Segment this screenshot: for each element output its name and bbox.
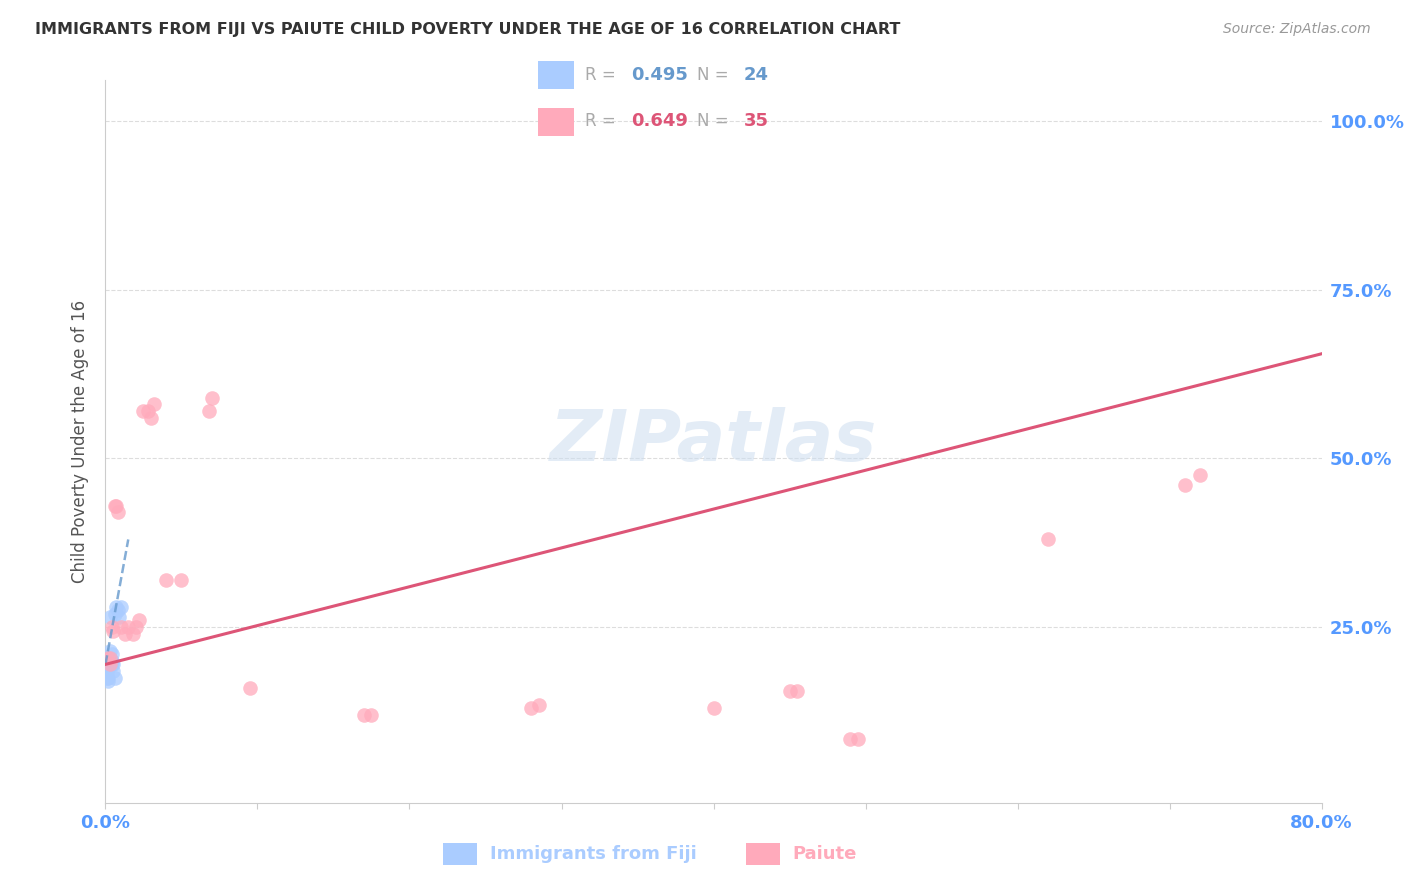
Point: [128, 614, 150, 628]
Point: [98, 657, 121, 672]
Text: N =: N =: [697, 112, 734, 130]
Point: [96, 664, 118, 678]
Point: [198, 404, 221, 418]
Bar: [538, 61, 574, 89]
Point: [114, 627, 136, 641]
Point: [1188, 468, 1211, 483]
Point: [143, 397, 166, 411]
Point: [100, 620, 122, 634]
Point: [103, 671, 125, 685]
Point: [98, 644, 121, 658]
Text: 35: 35: [744, 112, 769, 130]
Point: [98, 657, 121, 672]
Point: [1036, 533, 1059, 547]
Point: [121, 627, 143, 641]
Bar: [747, 843, 780, 865]
Point: [105, 599, 128, 614]
Point: [100, 657, 122, 672]
Point: [125, 620, 148, 634]
Point: [132, 404, 155, 418]
Text: ZIPatlas: ZIPatlas: [550, 407, 877, 476]
Point: [97, 661, 120, 675]
Point: [101, 664, 124, 678]
Point: [201, 391, 224, 405]
Point: [110, 599, 132, 614]
Point: [100, 647, 122, 661]
Point: [108, 610, 131, 624]
Text: Immigrants from Fiji: Immigrants from Fiji: [489, 845, 696, 863]
Point: [239, 681, 262, 695]
Point: [527, 698, 550, 712]
Point: [103, 499, 125, 513]
Text: N =: N =: [697, 66, 734, 84]
Bar: [443, 843, 477, 865]
Point: [117, 620, 139, 634]
Point: [779, 684, 801, 698]
Point: [96, 657, 118, 672]
Point: [105, 499, 128, 513]
Point: [98, 650, 121, 665]
Point: [1174, 478, 1197, 492]
Point: [107, 505, 129, 519]
Text: Source: ZipAtlas.com: Source: ZipAtlas.com: [1223, 22, 1371, 37]
Point: [97, 671, 120, 685]
Point: [97, 674, 120, 689]
Point: [520, 701, 543, 715]
Point: [98, 650, 121, 665]
Point: [702, 701, 725, 715]
Point: [101, 624, 124, 638]
Point: [100, 654, 122, 668]
Point: [97, 650, 120, 665]
Point: [839, 731, 862, 746]
Point: [170, 573, 193, 587]
Point: [360, 708, 382, 723]
Text: 0.495: 0.495: [631, 66, 689, 84]
Text: Paiute: Paiute: [793, 845, 858, 863]
Point: [846, 731, 869, 746]
Text: IMMIGRANTS FROM FIJI VS PAIUTE CHILD POVERTY UNDER THE AGE OF 16 CORRELATION CHA: IMMIGRANTS FROM FIJI VS PAIUTE CHILD POV…: [35, 22, 900, 37]
Text: R =: R =: [585, 112, 621, 130]
Y-axis label: Child Poverty Under the Age of 16: Child Poverty Under the Age of 16: [72, 300, 90, 583]
Text: 24: 24: [744, 66, 769, 84]
Point: [98, 610, 121, 624]
Point: [96, 671, 118, 685]
Point: [786, 684, 808, 698]
Point: [136, 404, 159, 418]
Point: [103, 607, 125, 621]
Point: [139, 411, 162, 425]
Point: [107, 603, 129, 617]
Point: [97, 654, 120, 668]
Bar: [538, 108, 574, 136]
Point: [97, 657, 120, 672]
Point: [101, 657, 124, 672]
Text: 0.649: 0.649: [631, 112, 689, 130]
Point: [110, 620, 132, 634]
Point: [353, 708, 375, 723]
Point: [96, 650, 118, 665]
Text: R =: R =: [585, 66, 621, 84]
Point: [155, 573, 177, 587]
